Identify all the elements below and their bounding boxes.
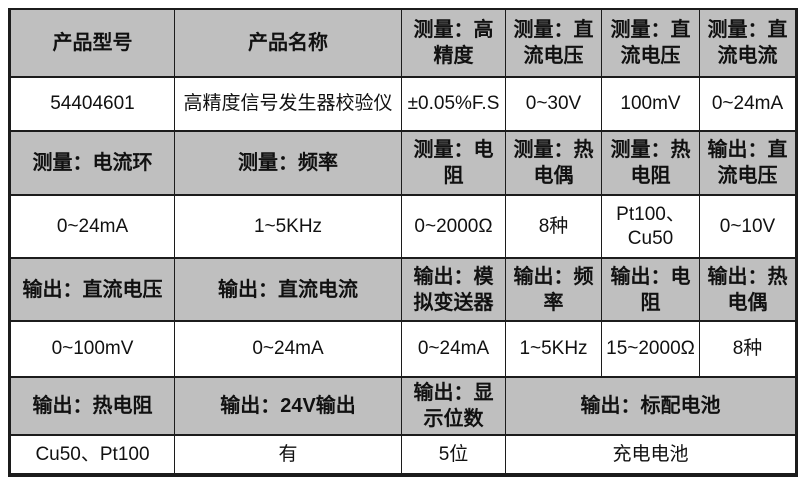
spec-header-cell: 产品型号 [9,8,175,78]
spec-header-cell: 输出：直流电压 [9,257,175,322]
spec-header-row: 输出：直流电压 输出：直流电流 输出：模拟变送器 输出：频率 输出：电阻 输出：热电偶 [9,257,797,322]
spec-value-row: Cu50、Pt100 有 5位 充电电池 [9,434,797,476]
spec-header-cell: 测量：高精度 [401,8,506,78]
spec-header-cell: 输出：24V输出 [174,376,402,436]
spec-value-cell: 0~10V [699,194,797,259]
spec-header-cell: 输出：直流电流 [174,257,402,322]
spec-value-cell: 0~24mA [699,76,797,132]
spec-value-cell: Pt100、Cu50 [601,194,700,259]
spec-value-cell: 8种 [505,194,602,259]
spec-header-cell: 测量：电流环 [9,130,175,196]
spec-header-cell: 输出：显示位数 [401,376,506,436]
spec-header-cell: 输出：模拟变送器 [401,257,506,322]
spec-header-cell: 产品名称 [174,8,402,78]
spec-header-cell: 测量：直流电压 [601,8,700,78]
spec-value-cell: ±0.05%F.S [401,76,506,132]
spec-value-cell: 高精度信号发生器校验仪 [174,76,402,132]
spec-value-cell: 0~24mA [9,194,175,259]
spec-header-row: 测量：电流环 测量：频率 测量：电阻 测量：热电偶 测量：热电阻 输出：直流电压 [9,130,797,196]
spec-value-cell: 1~5KHz [505,320,602,378]
spec-header-cell: 输出：标配电池 [505,376,797,436]
spec-header-cell: 输出：直流电压 [699,130,797,196]
spec-header-cell: 测量：直流电压 [505,8,602,78]
spec-value-cell: 100mV [601,76,700,132]
spec-header-cell: 输出：频率 [505,257,602,322]
spec-header-cell: 输出：热电偶 [699,257,797,322]
spec-value-cell: 有 [174,434,402,476]
spec-value-cell: 8种 [699,320,797,378]
spec-value-cell: 54404601 [9,76,175,132]
spec-value-cell: 1~5KHz [174,194,402,259]
spec-header-row: 产品型号 产品名称 测量：高精度 测量：直流电压 测量：直流电压 测量：直流电流 [9,8,797,78]
spec-header-cell: 测量：热电偶 [505,130,602,196]
spec-value-cell: 0~100mV [9,320,175,378]
spec-value-row: 0~100mV 0~24mA 0~24mA 1~5KHz 15~2000Ω 8种 [9,320,797,378]
spec-header-row: 输出：热电阻 输出：24V输出 输出：显示位数 输出：标配电池 [9,376,797,436]
spec-value-cell: Cu50、Pt100 [9,434,175,476]
spec-header-cell: 输出：电阻 [601,257,700,322]
spec-header-cell: 测量：直流电流 [699,8,797,78]
spec-value-cell: 充电电池 [505,434,797,476]
spec-value-row: 54404601 高精度信号发生器校验仪 ±0.05%F.S 0~30V 100mV 0~… [9,76,797,132]
spec-header-cell: 测量：热电阻 [601,130,700,196]
product-spec-table: 产品型号 产品名称 测量：高精度 测量：直流电压 测量：直流电压 测量：直流电流 54404… [8,8,798,477]
spec-header-cell: 测量：频率 [174,130,402,196]
spec-value-cell: 15~2000Ω [601,320,700,378]
spec-value-cell: 5位 [401,434,506,476]
spec-value-cell: 0~24mA [401,320,506,378]
spec-header-cell: 输出：热电阻 [9,376,175,436]
spec-value-cell: 0~2000Ω [401,194,506,259]
spec-value-cell: 0~30V [505,76,602,132]
spec-value-cell: 0~24mA [174,320,402,378]
spec-value-row: 0~24mA 1~5KHz 0~2000Ω 8种 Pt100、Cu50 0~10V [9,194,797,259]
spec-header-cell: 测量：电阻 [401,130,506,196]
spec-table-body: 产品型号 产品名称 测量：高精度 测量：直流电压 测量：直流电压 测量：直流电流 54404… [9,8,797,476]
